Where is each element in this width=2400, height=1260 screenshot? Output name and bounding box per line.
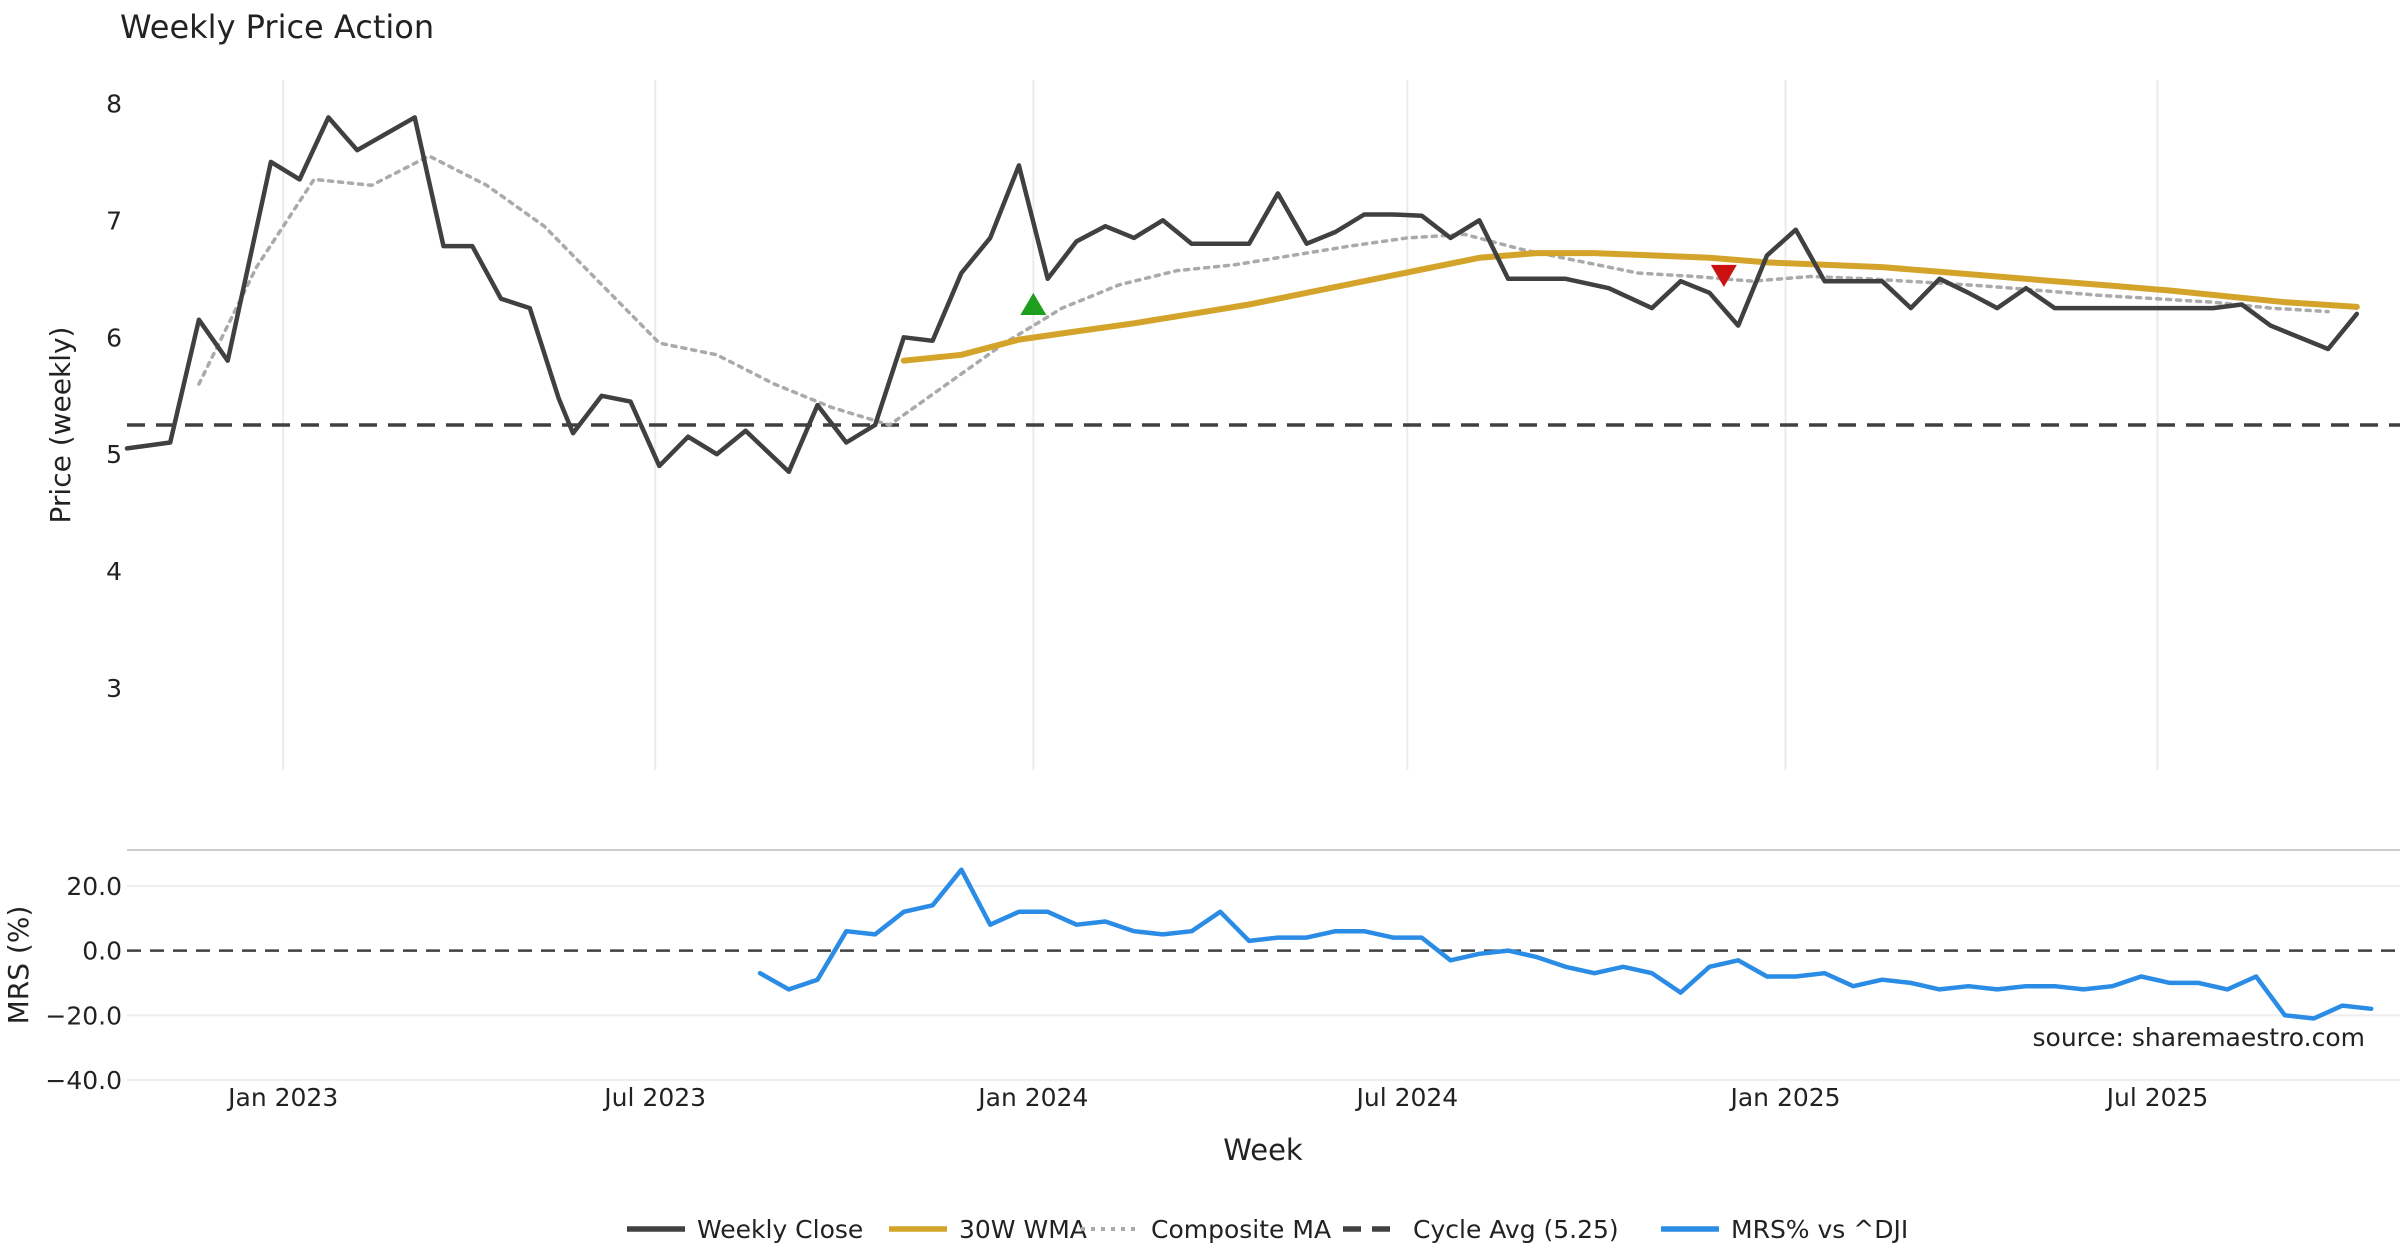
signal-markers xyxy=(1020,264,1737,315)
mrs-y-tick-0: 20.0 xyxy=(66,872,122,901)
mrs-y-ticks: 20.0 0.0 −20.0 −40.0 xyxy=(45,872,122,1095)
legend: Weekly Close 30W WMA Composite MA Cycle Avg… xyxy=(627,1215,1908,1244)
price-y-ticks: 3 4 5 6 7 8 xyxy=(106,89,122,703)
price-y-tick-2: 5 xyxy=(106,440,122,469)
x-tick-2: Jan 2024 xyxy=(976,1083,1088,1112)
legend-label-4: MRS% vs ^DJI xyxy=(1731,1215,1908,1244)
price-y-tick-0: 3 xyxy=(106,674,122,703)
price-y-tick-4: 7 xyxy=(106,206,122,235)
x-tick-1: Jul 2023 xyxy=(602,1083,706,1112)
mrs-line xyxy=(757,867,2374,1021)
x-tick-0: Jan 2023 xyxy=(226,1083,338,1112)
composite-ma-line xyxy=(197,154,2330,427)
mrs-y-tick-3: −40.0 xyxy=(45,1066,122,1095)
source-note: source: sharemaestro.com xyxy=(2033,1023,2366,1052)
sell-signal-marker-1 xyxy=(1710,264,1737,288)
price-y-tick-1: 4 xyxy=(106,557,122,586)
mrs-panel-grid xyxy=(127,884,2400,1081)
mrs-series-layer xyxy=(757,867,2374,1021)
price-y-tick-3: 6 xyxy=(106,323,122,352)
x-axis-label: Week xyxy=(1223,1133,1303,1167)
legend-label-3: Cycle Avg (5.25) xyxy=(1413,1215,1619,1244)
buy-signal-marker-0 xyxy=(1020,292,1047,315)
x-axis-ticks: Jan 2023 Jul 2023 Jan 2024 Jul 2024 Jan 2025… xyxy=(226,1083,2208,1112)
legend-label-1: 30W WMA xyxy=(959,1215,1087,1244)
x-tick-4: Jan 2025 xyxy=(1728,1083,1840,1112)
mrs-y-axis-label: MRS (%) xyxy=(2,906,35,1025)
30w-wma-line xyxy=(900,250,2360,364)
x-tick-3: Jul 2024 xyxy=(1354,1083,1458,1112)
mrs-y-tick-2: −20.0 xyxy=(45,1001,122,1030)
legend-label-0: Weekly Close xyxy=(697,1215,863,1244)
price-y-tick-5: 8 xyxy=(106,89,122,118)
mrs-y-tick-1: 0.0 xyxy=(82,937,122,966)
weekly-close-line xyxy=(124,115,2360,475)
price-series-layer xyxy=(124,115,2400,475)
legend-label-2: Composite MA xyxy=(1151,1215,1331,1244)
x-tick-5: Jul 2025 xyxy=(2105,1083,2209,1112)
chart-title: Weekly Price Action xyxy=(120,8,434,46)
price-y-axis-label: Price (weekly) xyxy=(44,327,77,524)
